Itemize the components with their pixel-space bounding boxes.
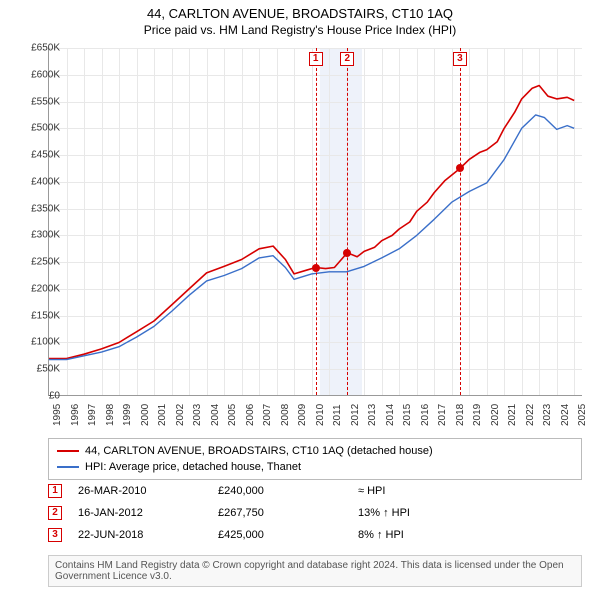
sales-row-marker: 2 bbox=[48, 506, 62, 520]
sales-row: 1 26-MAR-2010£240,000≈ HPI bbox=[48, 480, 582, 502]
chart-title-line2: Price paid vs. HM Land Registry's House … bbox=[0, 23, 600, 37]
x-axis-label: 2015 bbox=[402, 404, 413, 426]
sales-row-date: 22-JUN-2018 bbox=[78, 529, 218, 541]
title-block: 44, CARLTON AVENUE, BROADSTAIRS, CT10 1A… bbox=[0, 0, 600, 37]
y-axis-label: £350K bbox=[31, 203, 60, 214]
x-axis-label: 1998 bbox=[105, 404, 116, 426]
x-axis-label: 2025 bbox=[577, 404, 588, 426]
sales-table: 1 26-MAR-2010£240,000≈ HPI 2 16-JAN-2012£26… bbox=[48, 480, 582, 546]
x-axis-label: 2009 bbox=[297, 404, 308, 426]
x-axis-label: 2010 bbox=[315, 404, 326, 426]
sales-row: 3 22-JUN-2018£425,0008% ↑ HPI bbox=[48, 524, 582, 546]
chart-title-line1: 44, CARLTON AVENUE, BROADSTAIRS, CT10 1A… bbox=[0, 6, 600, 21]
x-axis-label: 2000 bbox=[140, 404, 151, 426]
x-axis-label: 1995 bbox=[52, 404, 63, 426]
y-axis-label: £600K bbox=[31, 69, 60, 80]
x-axis-label: 2024 bbox=[560, 404, 571, 426]
y-axis-label: £150K bbox=[31, 310, 60, 321]
legend-label: HPI: Average price, detached house, Than… bbox=[85, 459, 301, 475]
legend: 44, CARLTON AVENUE, BROADSTAIRS, CT10 1A… bbox=[48, 438, 582, 480]
sales-row-marker: 3 bbox=[48, 528, 62, 542]
y-axis-label: £0 bbox=[49, 391, 60, 402]
sales-row-note: 8% ↑ HPI bbox=[358, 529, 558, 541]
x-axis-label: 2007 bbox=[262, 404, 273, 426]
sale-marker-box: 1 bbox=[309, 52, 323, 66]
legend-swatch bbox=[57, 450, 79, 452]
x-axis-label: 2019 bbox=[472, 404, 483, 426]
x-axis-label: 2018 bbox=[455, 404, 466, 426]
y-axis-label: £550K bbox=[31, 96, 60, 107]
x-axis-label: 2012 bbox=[350, 404, 361, 426]
y-axis-label: £400K bbox=[31, 176, 60, 187]
x-axis-label: 2013 bbox=[367, 404, 378, 426]
y-axis-label: £200K bbox=[31, 283, 60, 294]
x-axis-label: 2008 bbox=[280, 404, 291, 426]
x-axis-label: 2023 bbox=[542, 404, 553, 426]
sales-row-price: £267,750 bbox=[218, 507, 358, 519]
x-axis-label: 2011 bbox=[332, 404, 343, 426]
y-axis-label: £300K bbox=[31, 230, 60, 241]
y-axis-label: £450K bbox=[31, 150, 60, 161]
x-axis-label: 1997 bbox=[87, 404, 98, 426]
sales-row-note: ≈ HPI bbox=[358, 485, 558, 497]
sale-marker-box: 2 bbox=[340, 52, 354, 66]
attribution-text: Contains HM Land Registry data © Crown c… bbox=[48, 555, 582, 587]
series-property bbox=[49, 86, 574, 359]
sale-dot bbox=[343, 249, 351, 257]
sales-row-price: £425,000 bbox=[218, 529, 358, 541]
y-axis-label: £650K bbox=[31, 43, 60, 54]
legend-item: HPI: Average price, detached house, Than… bbox=[57, 459, 573, 475]
legend-label: 44, CARLTON AVENUE, BROADSTAIRS, CT10 1A… bbox=[85, 443, 433, 459]
x-axis-label: 2003 bbox=[192, 404, 203, 426]
x-axis-label: 2022 bbox=[525, 404, 536, 426]
x-axis-label: 2002 bbox=[175, 404, 186, 426]
x-axis-label: 2021 bbox=[507, 404, 518, 426]
series-hpi bbox=[49, 115, 574, 360]
x-axis-label: 2001 bbox=[157, 404, 168, 426]
x-axis-label: 2014 bbox=[385, 404, 396, 426]
sale-vline bbox=[347, 48, 348, 395]
sales-row-marker: 1 bbox=[48, 484, 62, 498]
sales-row-date: 26-MAR-2010 bbox=[78, 485, 218, 497]
legend-swatch bbox=[57, 466, 79, 468]
y-axis-label: £250K bbox=[31, 257, 60, 268]
x-axis-label: 2005 bbox=[227, 404, 238, 426]
sale-marker-box: 3 bbox=[453, 52, 467, 66]
sales-row-date: 16-JAN-2012 bbox=[78, 507, 218, 519]
x-axis-label: 1996 bbox=[70, 404, 81, 426]
sales-row: 2 16-JAN-2012£267,75013% ↑ HPI bbox=[48, 502, 582, 524]
y-axis-label: £50K bbox=[37, 364, 60, 375]
chart-plot-area: 1 2 3 bbox=[48, 48, 582, 396]
x-axis-label: 2020 bbox=[490, 404, 501, 426]
sale-dot bbox=[456, 164, 464, 172]
sales-row-note: 13% ↑ HPI bbox=[358, 507, 558, 519]
sales-row-price: £240,000 bbox=[218, 485, 358, 497]
sale-vline bbox=[316, 48, 317, 395]
x-axis-label: 2017 bbox=[437, 404, 448, 426]
sale-dot bbox=[312, 264, 320, 272]
x-axis-label: 2004 bbox=[210, 404, 221, 426]
legend-item: 44, CARLTON AVENUE, BROADSTAIRS, CT10 1A… bbox=[57, 443, 573, 459]
y-axis-label: £500K bbox=[31, 123, 60, 134]
chart-container: 44, CARLTON AVENUE, BROADSTAIRS, CT10 1A… bbox=[0, 0, 600, 590]
sale-vline bbox=[460, 48, 461, 395]
x-axis-label: 2006 bbox=[245, 404, 256, 426]
x-axis-label: 2016 bbox=[420, 404, 431, 426]
y-axis-label: £100K bbox=[31, 337, 60, 348]
x-axis-label: 1999 bbox=[122, 404, 133, 426]
